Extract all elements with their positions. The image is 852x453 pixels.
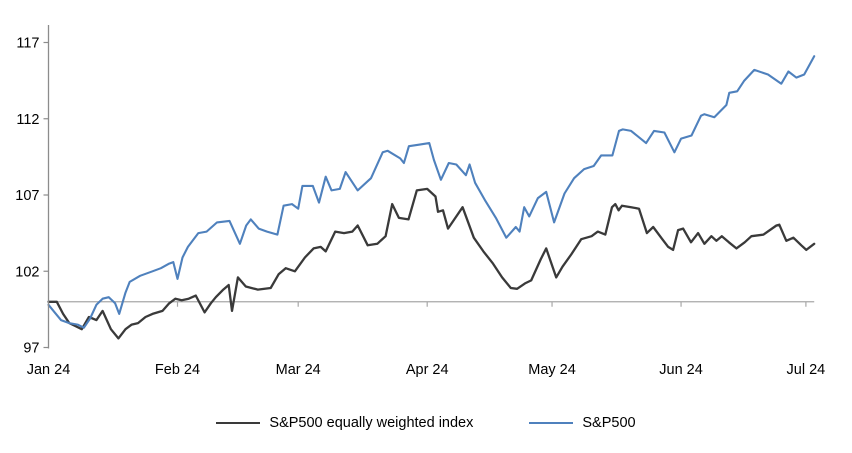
legend-item-equal-weighted: S&P500 equally weighted index (216, 415, 473, 431)
x-tick-label-0: Jan 24 (27, 362, 71, 378)
plot-area: 97 102 107 112 117 Jan 24 Feb 24 Mar 24 Apr 24 Ma… (15, 25, 826, 378)
legend: S&P500 equally weighted index S&P500 (0, 408, 852, 438)
y-tick-label-4: 117 (16, 36, 39, 52)
legend-line-swatch-equal-weighted (216, 421, 261, 425)
y-tick-label-2: 107 (15, 188, 39, 204)
x-tick-label-5: Jun 24 (659, 362, 703, 378)
legend-item-sp500: S&P500 (529, 415, 636, 431)
x-tick-label-6: Jul 24 (787, 362, 826, 378)
x-tick-label-4: May 24 (528, 362, 576, 378)
series-line-equal-weighted (47, 187, 816, 340)
x-tick-label-3: Apr 24 (406, 362, 449, 378)
legend-label-sp500: S&P500 (582, 415, 636, 431)
y-tick-label-0: 97 (23, 341, 39, 357)
x-tick-label-1: Feb 24 (155, 362, 200, 378)
y-tick-label-1: 102 (15, 264, 39, 280)
x-tick-label-2: Mar 24 (276, 362, 321, 378)
series-line-sp500 (47, 55, 816, 329)
y-tick-label-3: 112 (16, 112, 39, 128)
legend-line-swatch-sp500 (529, 421, 574, 425)
legend-label-equal-weighted: S&P500 equally weighted index (269, 415, 474, 431)
